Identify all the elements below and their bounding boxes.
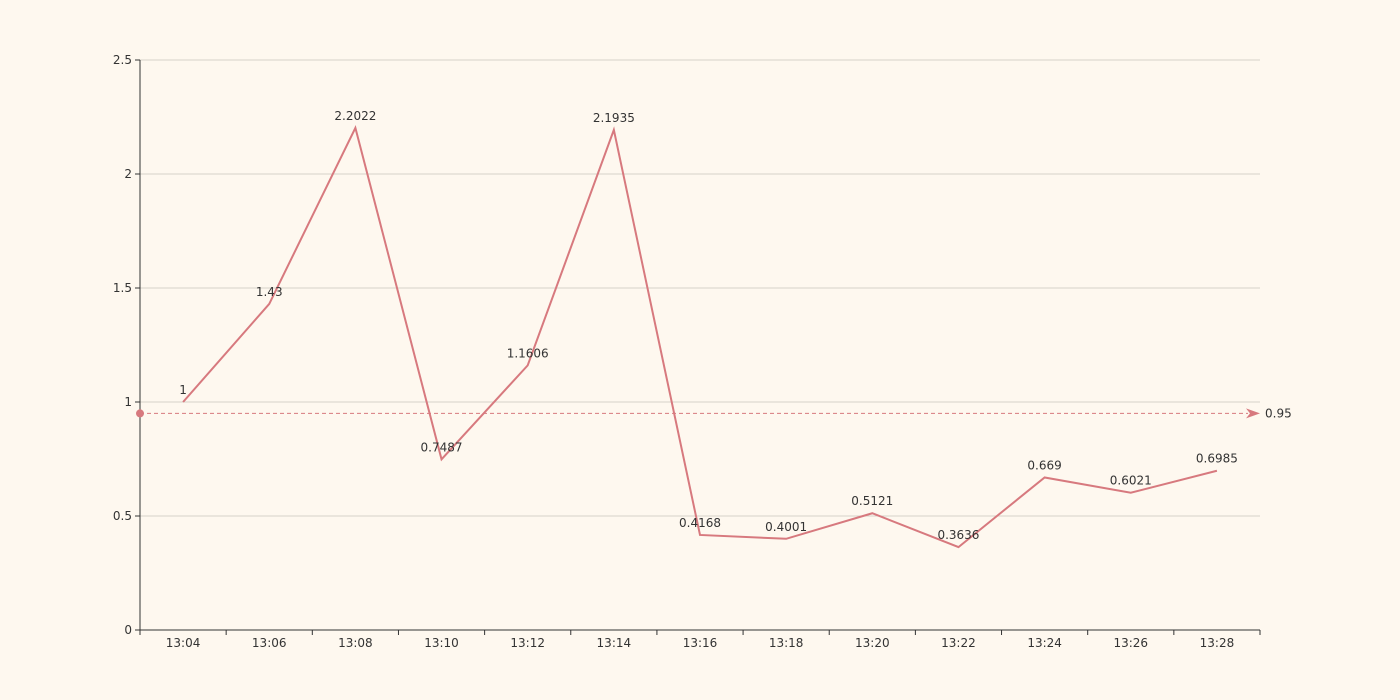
data-labels: 1 1.43 2.2022 0.7487 1.1606 2.1935 0.4168 0.400… bbox=[179, 109, 1238, 542]
data-label: 1.1606 bbox=[507, 346, 549, 360]
x-tick-label: 13:06 bbox=[252, 636, 287, 650]
data-point bbox=[871, 512, 873, 514]
data-point bbox=[268, 303, 270, 305]
data-label: 0.6985 bbox=[1196, 452, 1238, 466]
data-label: 0.4001 bbox=[765, 520, 807, 534]
data-label: 0.4168 bbox=[679, 516, 721, 530]
y-tick-label: 0 bbox=[124, 623, 132, 637]
data-point bbox=[613, 129, 615, 131]
data-label: 2.1935 bbox=[593, 111, 635, 125]
data-label: 0.5121 bbox=[851, 494, 893, 508]
x-tick-label: 13:12 bbox=[510, 636, 545, 650]
x-tick-label: 13:24 bbox=[1027, 636, 1062, 650]
mark-line-group: 0.95 bbox=[136, 406, 1292, 420]
x-tick-label: 13:10 bbox=[424, 636, 459, 650]
data-point bbox=[1044, 476, 1046, 478]
grid-lines bbox=[140, 59, 1260, 517]
x-tick-label: 13:16 bbox=[683, 636, 718, 650]
x-tick-label: 13:14 bbox=[597, 636, 632, 650]
data-point bbox=[527, 364, 529, 366]
data-label: 0.669 bbox=[1027, 458, 1061, 472]
y-tick-label: 0.5 bbox=[113, 509, 132, 523]
data-point bbox=[699, 534, 701, 536]
x-tick-label: 13:26 bbox=[1113, 636, 1148, 650]
y-tick-label: 2 bbox=[124, 167, 132, 181]
data-label: 1 bbox=[179, 383, 187, 397]
y-axis: 0 0.5 1 1.5 2 2.5 bbox=[113, 53, 141, 637]
data-label: 0.6021 bbox=[1110, 474, 1152, 488]
data-point bbox=[957, 546, 959, 548]
x-axis: 13:04 13:06 13:08 13:10 13:12 13:14 13:16 13:18… bbox=[139, 629, 1261, 650]
x-tick-label: 13:08 bbox=[338, 636, 373, 650]
mark-line-start-dot bbox=[136, 409, 144, 418]
data-label: 0.3636 bbox=[937, 528, 979, 542]
data-label: 0.7487 bbox=[421, 440, 463, 454]
data-point bbox=[441, 458, 443, 460]
y-tick-label: 2.5 bbox=[113, 53, 132, 67]
series-line bbox=[182, 125, 1218, 549]
y-tick-label: 1.5 bbox=[113, 281, 132, 295]
data-point bbox=[1130, 492, 1132, 494]
x-tick-label: 13:28 bbox=[1200, 636, 1235, 650]
data-point bbox=[785, 538, 787, 540]
x-tick-label: 13:20 bbox=[855, 636, 890, 650]
data-point bbox=[1216, 470, 1218, 472]
mark-line-arrow bbox=[1246, 408, 1260, 419]
x-tick-label: 13:04 bbox=[166, 636, 201, 650]
x-tick-label: 13:22 bbox=[941, 636, 976, 650]
data-point bbox=[354, 127, 356, 129]
mark-line-label: 0.95 bbox=[1265, 406, 1292, 420]
data-label: 2.2022 bbox=[334, 109, 376, 123]
series-group bbox=[182, 125, 1218, 549]
data-label: 1.43 bbox=[256, 285, 283, 299]
y-tick-label: 1 bbox=[124, 395, 132, 409]
x-tick-label: 13:18 bbox=[769, 636, 804, 650]
data-point bbox=[182, 401, 184, 403]
